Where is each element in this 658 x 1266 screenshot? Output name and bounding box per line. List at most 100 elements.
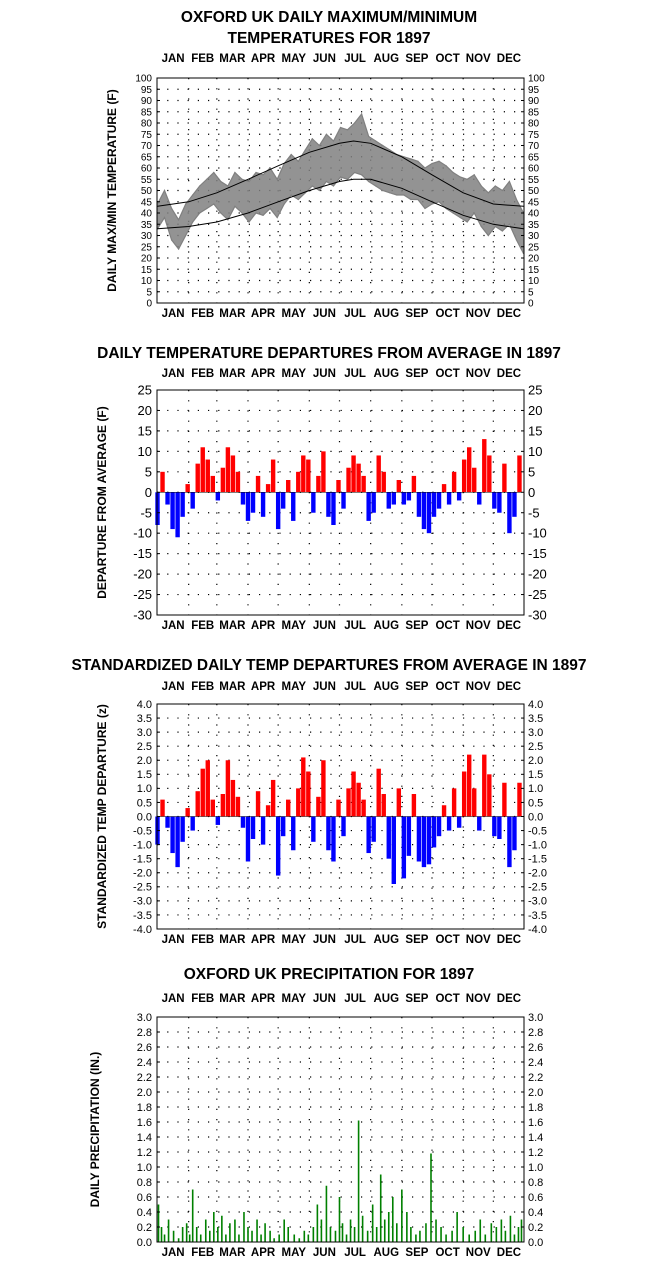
y-tick-label-left: -20 bbox=[133, 567, 152, 582]
positive-bar bbox=[210, 799, 216, 817]
daily-min-point bbox=[227, 219, 229, 221]
y-tick-label-left: -10 bbox=[133, 526, 152, 541]
daily-min-point bbox=[361, 174, 363, 176]
negative-bar bbox=[175, 492, 180, 538]
daily-min-point bbox=[480, 225, 482, 228]
y-tick-label-right: 10 bbox=[528, 444, 542, 459]
y-tick-label-right: 65 bbox=[528, 152, 540, 163]
month-label-bottom: JAN bbox=[162, 1247, 185, 1259]
chart-1: OXFORD UK DAILY MAXIMUM/MINIMUM TEMPERATU… bbox=[105, 9, 545, 320]
y-tick-label-left: 15 bbox=[138, 423, 152, 438]
precip-bar bbox=[425, 1223, 427, 1242]
negative-bar bbox=[245, 816, 251, 862]
y-tick-label-right: 95 bbox=[528, 85, 540, 96]
daily-min-point bbox=[283, 203, 285, 205]
month-label-bottom: JUL bbox=[344, 934, 366, 946]
daily-min-point bbox=[311, 185, 313, 187]
daily-max-point bbox=[459, 176, 461, 178]
month-label-bottom: APR bbox=[251, 308, 276, 320]
y-tick-label-right: 15 bbox=[528, 265, 540, 276]
positive-bar bbox=[200, 447, 205, 493]
y-tick-label-right: 10 bbox=[528, 276, 540, 287]
daily-min-point bbox=[170, 239, 173, 241]
negative-bar bbox=[426, 492, 432, 534]
positive-bar bbox=[160, 471, 165, 493]
negative-bar bbox=[512, 492, 517, 517]
month-label-top: DEC bbox=[497, 993, 521, 1005]
month-label-bottom: JUN bbox=[313, 934, 336, 946]
y-tick-label-left: 90 bbox=[141, 96, 153, 107]
positive-bar bbox=[361, 799, 366, 817]
positive-bar bbox=[286, 799, 291, 817]
daily-max-point bbox=[508, 180, 511, 183]
month-label-bottom: MAY bbox=[281, 934, 306, 946]
precip-bar bbox=[234, 1219, 236, 1242]
y-tick-label-right: 35 bbox=[528, 220, 540, 231]
month-label-top: JUN bbox=[313, 993, 336, 1005]
precip-bar bbox=[334, 1230, 337, 1242]
daily-max-point bbox=[269, 167, 271, 169]
daily-max-point bbox=[501, 189, 503, 192]
precip-bar bbox=[287, 1227, 290, 1242]
y-tick-label-right: 45 bbox=[528, 197, 540, 208]
positive-bar bbox=[441, 805, 447, 817]
daily-min-point bbox=[508, 223, 511, 225]
y-tick-label-right: -2.0 bbox=[528, 868, 547, 880]
month-label-top: SEP bbox=[405, 681, 428, 693]
precip-bar bbox=[185, 1223, 188, 1242]
chart-title: OXFORD UK PRECIPITATION FOR 1897 bbox=[184, 966, 475, 983]
month-label-top: MAR bbox=[219, 53, 246, 65]
daily-min-point bbox=[494, 225, 496, 228]
y-tick-label-left: -3.5 bbox=[133, 910, 152, 922]
daily-min-point bbox=[178, 248, 180, 250]
daily-max-point bbox=[297, 160, 299, 162]
grid bbox=[157, 1017, 524, 1242]
precip-bar bbox=[366, 1230, 369, 1242]
positive-bar bbox=[220, 467, 226, 493]
month-label-top: JAN bbox=[162, 368, 185, 380]
negative-bar bbox=[190, 816, 195, 831]
daily-max-point bbox=[262, 174, 264, 176]
positive-bar bbox=[235, 471, 241, 493]
daily-max-point bbox=[290, 153, 292, 156]
month-label-bottom: APR bbox=[251, 934, 276, 946]
positive-bar bbox=[472, 467, 477, 493]
daily-max-point bbox=[199, 185, 201, 187]
daily-max-point bbox=[438, 160, 440, 162]
negative-bar bbox=[180, 816, 185, 842]
positive-bar bbox=[205, 760, 210, 817]
positive-bar bbox=[235, 796, 241, 817]
y-tick-label-right: 1.0 bbox=[528, 783, 543, 795]
negative-bar bbox=[175, 816, 180, 868]
y-tick-label-left: 10 bbox=[138, 444, 152, 459]
y-tick-label-left: 2.0 bbox=[137, 1087, 152, 1099]
month-label-top: APR bbox=[251, 53, 276, 65]
negative-bar bbox=[477, 492, 482, 505]
negative-bar bbox=[456, 816, 462, 828]
month-label-top: MAY bbox=[281, 681, 306, 693]
positive-bar bbox=[321, 451, 326, 493]
daily-max-point bbox=[494, 185, 496, 187]
negative-bar bbox=[240, 492, 246, 505]
negative-bar bbox=[477, 816, 482, 831]
y-tick-label-right: 1.4 bbox=[528, 1132, 543, 1144]
y-tick-label-right: 1.5 bbox=[528, 769, 543, 781]
y-tick-label-left: 50 bbox=[141, 186, 153, 197]
negative-bar bbox=[497, 816, 502, 839]
month-label-bottom: AUG bbox=[373, 308, 399, 320]
precip-bar bbox=[513, 1234, 516, 1242]
y-tick-label-left: -1.5 bbox=[133, 854, 152, 866]
positive-bar bbox=[467, 447, 472, 493]
negative-bar bbox=[366, 492, 371, 521]
y-tick-label-left: 100 bbox=[135, 74, 152, 85]
negative-bar bbox=[406, 492, 412, 501]
precip-bar bbox=[229, 1223, 231, 1242]
negative-bar bbox=[507, 492, 512, 534]
y-tick-label-left: 3.0 bbox=[137, 727, 152, 739]
month-label-top: OCT bbox=[435, 681, 459, 693]
daily-max-point bbox=[163, 189, 166, 192]
y-tick-label-right: 90 bbox=[528, 96, 540, 107]
y-tick-label-right: 1.8 bbox=[528, 1102, 543, 1114]
precip-bar bbox=[157, 1204, 160, 1242]
